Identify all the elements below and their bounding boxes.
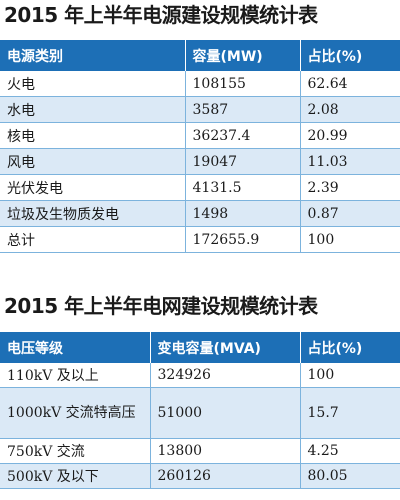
cell-capacity: 172655.9 [185,226,301,253]
cell-share: 2.39 [300,174,400,201]
column-header-share: 占比(%) [300,40,400,71]
table-row: 110kV 及以上 324926 100 [0,363,400,388]
table-row: 光伏发电 4131.5 2.39 [0,174,400,201]
table-row-total: 总计 172655.9 100 [0,226,400,253]
cell-share: 20.99 [300,122,400,149]
column-header-substation-capacity: 变电容量(MVA) [150,332,301,363]
table-row: 1000kV 交流特高压 51000 15.7 [0,387,400,439]
cell-substation-capacity: 13800 [150,438,301,464]
grid-construction-table: 电压等级 变电容量(MVA) 占比(%) 110kV 及以上 324926 10… [0,332,400,489]
table-header-row: 电源类别 容量(MW) 占比(%) [0,40,400,71]
cell-share: 0.87 [300,200,400,227]
cell-voltage-level: 1000kV 交流特高压 [0,387,151,439]
cell-capacity: 36237.4 [185,122,301,149]
cell-share: 100 [300,363,400,388]
cell-share: 62.64 [300,71,400,97]
cell-capacity: 19047 [185,148,301,175]
power-table-title: 2015 年上半年电源建设规模统计表 [4,3,318,27]
table-row: 水电 3587 2.08 [0,96,400,123]
power-construction-table: 电源类别 容量(MW) 占比(%) 火电 108155 62.64 水电 358… [0,40,400,253]
cell-substation-capacity: 51000 [150,387,301,439]
column-header-share: 占比(%) [300,332,400,363]
cell-voltage-level: 750kV 交流 [0,438,151,464]
cell-category: 核电 [0,122,186,149]
table-row: 核电 36237.4 20.99 [0,122,400,149]
cell-category: 垃圾及生物质发电 [0,200,186,227]
cell-voltage-level: 110kV 及以上 [0,363,151,388]
table-row: 500kV 及以下 260126 80.05 [0,463,400,489]
cell-capacity: 4131.5 [185,174,301,201]
cell-capacity: 1498 [185,200,301,227]
cell-share: 100 [300,226,400,253]
cell-share: 4.25 [300,438,400,464]
cell-share: 80.05 [300,463,400,489]
grid-table-title: 2015 年上半年电网建设规模统计表 [4,294,318,318]
cell-share: 2.08 [300,96,400,123]
table-row: 750kV 交流 13800 4.25 [0,438,400,464]
cell-category: 风电 [0,148,186,175]
cell-substation-capacity: 260126 [150,463,301,489]
cell-share: 11.03 [300,148,400,175]
column-header-voltage-level: 电压等级 [0,332,151,363]
column-header-capacity: 容量(MW) [185,40,301,71]
table-row: 垃圾及生物质发电 1498 0.87 [0,200,400,227]
cell-category: 总计 [0,226,186,253]
cell-voltage-level: 500kV 及以下 [0,463,151,489]
cell-capacity: 3587 [185,96,301,123]
cell-share: 15.7 [300,387,400,439]
cell-substation-capacity: 324926 [150,363,301,388]
table-header-row: 电压等级 变电容量(MVA) 占比(%) [0,332,400,363]
cell-category: 光伏发电 [0,174,186,201]
cell-category: 水电 [0,96,186,123]
column-header-category: 电源类别 [0,40,186,71]
table-row: 火电 108155 62.64 [0,71,400,97]
cell-category: 火电 [0,71,186,97]
cell-capacity: 108155 [185,71,301,97]
table-row: 风电 19047 11.03 [0,148,400,175]
